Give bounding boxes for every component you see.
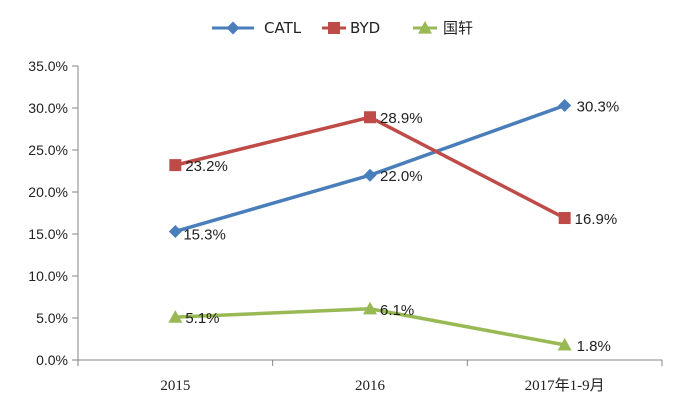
- y-tick-label: 5.0%: [36, 310, 68, 326]
- legend-label-catl: CATL: [264, 19, 302, 37]
- legend-label-byd: BYD: [350, 19, 380, 37]
- legend-item-byd: BYD: [322, 19, 380, 37]
- data-point-byd: [364, 111, 376, 124]
- data-point-byd: [558, 212, 571, 225]
- legend-marker-catl: [226, 21, 240, 35]
- series-catl: 15.3% 22.0% 30.3%: [168, 98, 620, 243]
- data-label-guoxuan: 6.1%: [380, 302, 414, 319]
- legend-item-guoxuan: 国轩: [413, 19, 473, 37]
- legend-marker-guoxuan: [418, 21, 432, 34]
- data-label-guoxuan: 1.8%: [577, 338, 611, 355]
- data-point-catl: [363, 168, 377, 182]
- y-tick-label: 0.0%: [36, 352, 68, 368]
- data-point-catl: [558, 98, 572, 112]
- x-axis: 2015 2016 2017年1-9月: [77, 359, 663, 394]
- data-label-byd: 23.2%: [185, 158, 228, 175]
- legend: CATL BYD 国轩: [212, 19, 473, 37]
- y-tick-label: 15.0%: [28, 226, 68, 242]
- y-tick-label: 20.0%: [28, 184, 68, 200]
- x-tick-label: 2016: [355, 378, 386, 394]
- legend-marker-byd: [328, 22, 340, 34]
- y-tick-label: 10.0%: [28, 268, 68, 284]
- data-label-catl: 22.0%: [380, 168, 423, 185]
- legend-item-catl: CATL: [212, 19, 302, 37]
- series-layer: 15.3% 22.0% 30.3% 23.2% 28.9% 16.9% 5.1% 6.1% 1.…: [168, 98, 620, 355]
- data-label-byd: 16.9%: [575, 211, 618, 228]
- series-guoxuan: 5.1% 6.1% 1.8%: [168, 301, 611, 355]
- data-label-catl: 15.3%: [183, 226, 226, 243]
- series-line-catl: [174, 103, 566, 234]
- data-point-guoxuan: [168, 310, 183, 323]
- y-tick-label: 35.0%: [28, 58, 68, 74]
- data-label-guoxuan: 5.1%: [185, 310, 219, 327]
- data-point-guoxuan: [363, 301, 377, 315]
- data-point-guoxuan: [557, 337, 572, 351]
- x-tick-label: 2015: [160, 378, 190, 394]
- y-axis: 0.0% 5.0% 10.0% 15.0% 20.0% 25.0% 30.0% 35.0%: [28, 58, 79, 368]
- y-tick-label: 30.0%: [28, 100, 68, 116]
- y-tick-label: 25.0%: [28, 142, 68, 158]
- series-line-byd: [174, 115, 566, 220]
- series-byd: 23.2% 28.9% 16.9%: [169, 110, 617, 228]
- data-label-byd: 28.9%: [380, 110, 423, 127]
- data-point-byd: [169, 159, 182, 172]
- legend-label-guoxuan: 国轩: [443, 19, 473, 37]
- data-point-catl: [168, 224, 182, 238]
- data-label-catl: 30.3%: [577, 98, 620, 115]
- x-tick-label: 2017年1-9月: [525, 377, 605, 394]
